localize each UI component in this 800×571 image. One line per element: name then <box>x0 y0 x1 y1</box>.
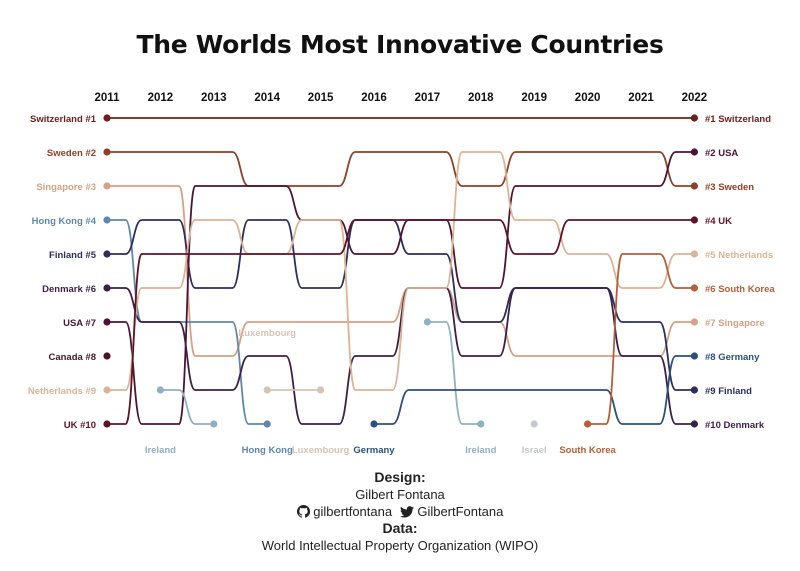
start-dot-canada <box>103 352 111 360</box>
end-dot-ireland <box>477 420 485 428</box>
year-label-2017: 2017 <box>415 92 441 104</box>
end-dot-usa <box>690 148 699 156</box>
twitter-icon <box>399 506 414 518</box>
annotation-south-korea-2020: South Korea <box>559 445 616 456</box>
end-label-switzerland: #1 Switzerland <box>705 114 771 125</box>
start-dot-sweden <box>103 148 111 156</box>
end-label-uk: #4 UK <box>705 216 732 227</box>
start-dot-netherlands <box>103 386 111 394</box>
series-line-sweden <box>107 151 695 187</box>
data-heading: Data: <box>382 520 418 536</box>
annotation-israel-2019: Israel <box>522 445 547 456</box>
end-dot-denmark <box>690 420 699 428</box>
credits: Design: Gilbert Fontana gilbertfontana G… <box>0 469 800 554</box>
start-dot-usa <box>103 318 111 326</box>
end-dot-hong-kong <box>263 420 271 428</box>
start-label-switzerland: Switzerland #1 <box>30 114 97 125</box>
end-label-netherlands: #5 Netherlands <box>705 250 773 261</box>
year-label-2012: 2012 <box>148 92 174 104</box>
end-label-sweden: #3 Sweden <box>705 182 754 193</box>
series-line-ireland <box>427 321 481 425</box>
year-axis: 2011 2012 2013 2014 2015 2016 2017 2018 2019 2020… <box>95 92 708 104</box>
year-label-2016: 2016 <box>361 92 387 104</box>
start-dot-singapore <box>103 182 111 190</box>
social-handles: gilbertfontana GilbertFontana <box>0 503 800 520</box>
year-label-2018: 2018 <box>468 92 494 104</box>
annotation-ireland-2018: Ireland <box>465 445 496 456</box>
series-line-germany <box>374 355 695 425</box>
start-label-singapore: Singapore #3 <box>36 182 96 193</box>
start-dot-ireland <box>156 386 164 394</box>
end-label-usa: #2 USA <box>705 148 738 159</box>
series-line-netherlands <box>107 151 695 391</box>
end-dot-switzerland <box>690 114 699 122</box>
series-line-denmark <box>107 287 695 425</box>
github-handle: gilbertfontana <box>313 504 393 519</box>
year-label-2020: 2020 <box>575 92 601 104</box>
year-label-2019: 2019 <box>521 92 547 104</box>
start-dot-finland <box>103 250 111 258</box>
year-label-2011: 2011 <box>95 92 121 104</box>
start-label-sweden: Sweden #2 <box>47 148 96 159</box>
rank-labels: Switzerland #1 #1 Switzerland Sweden #2 #3 … <box>28 114 776 431</box>
start-label-canada: Canada #8 <box>48 352 96 363</box>
start-label-uk: UK #10 <box>64 420 96 431</box>
designer-name: Gilbert Fontana <box>355 487 445 502</box>
annotation-hong-kong-2014: Hong Kong <box>242 445 293 456</box>
end-dot-luxembourg <box>317 386 325 394</box>
start-dot-luxembourg <box>263 386 271 394</box>
start-dot-uk <box>103 420 111 428</box>
end-dot-germany <box>690 352 699 360</box>
series-line-usa <box>107 151 695 425</box>
end-dot-ireland <box>210 420 218 428</box>
end-label-finland: #9 Finland <box>705 386 752 397</box>
end-dot-singapore <box>690 318 699 326</box>
github-icon <box>296 504 310 518</box>
end-label-germany: #8 Germany <box>705 352 760 363</box>
chart-title: The Worlds Most Innovative Countries <box>136 30 664 59</box>
end-dot-finland <box>690 386 699 394</box>
end-dot-sweden <box>690 182 699 190</box>
annotation-luxembourg-2014: Luxembourg <box>238 328 296 339</box>
end-dot-south-korea <box>690 284 699 292</box>
start-dot-israel <box>530 420 538 428</box>
end-label-denmark: #10 Denmark <box>705 420 765 431</box>
year-label-2015: 2015 <box>308 92 334 104</box>
annotation-germany-2016: Germany <box>353 445 395 456</box>
start-label-netherlands: Netherlands #9 <box>28 386 96 397</box>
start-dot-ireland <box>423 318 431 326</box>
design-heading: Design: <box>374 469 426 485</box>
series-line-south-korea <box>587 253 695 425</box>
start-label-usa: USA #7 <box>63 318 96 329</box>
series-line-uk <box>107 219 695 425</box>
end-dot-netherlands <box>690 250 699 258</box>
annotation-ireland-2012: Ireland <box>145 445 176 456</box>
series-lines <box>107 117 695 425</box>
series-line-singapore <box>107 185 695 357</box>
year-label-2013: 2013 <box>201 92 227 104</box>
series-line-ireland <box>160 389 214 425</box>
twitter-handle: GilbertFontana <box>417 504 504 519</box>
start-dot-south-korea <box>584 420 592 428</box>
year-label-2022: 2022 <box>682 92 708 104</box>
start-dot-switzerland <box>103 114 111 122</box>
year-label-2021: 2021 <box>628 92 654 104</box>
start-dot-hong-kong <box>103 216 111 224</box>
end-label-singapore: #7 Singapore <box>705 318 765 329</box>
data-source: World Intellectual Property Organization… <box>261 538 539 553</box>
annotation-luxembourg-2015: Luxembourg <box>292 445 350 456</box>
start-label-finland: Finland #5 <box>49 250 97 261</box>
start-dot-denmark <box>103 284 111 292</box>
end-label-south-korea: #6 South Korea <box>705 284 775 295</box>
end-dot-uk <box>690 216 699 224</box>
start-label-denmark: Denmark #6 <box>42 284 96 295</box>
start-label-hong-kong: Hong Kong #4 <box>32 216 97 227</box>
series-endpoints <box>103 114 699 428</box>
year-label-2014: 2014 <box>254 92 280 104</box>
start-dot-germany <box>370 420 378 428</box>
